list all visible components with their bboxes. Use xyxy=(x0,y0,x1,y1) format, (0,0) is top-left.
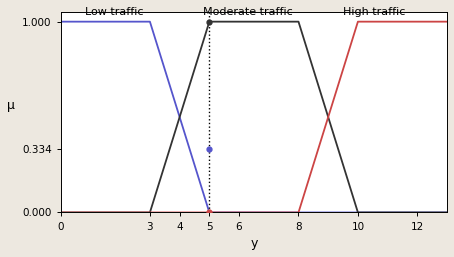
Text: Moderate traffic: Moderate traffic xyxy=(203,7,293,17)
Text: Low traffic: Low traffic xyxy=(84,7,143,17)
Text: High traffic: High traffic xyxy=(343,7,405,17)
X-axis label: y: y xyxy=(250,237,257,250)
Y-axis label: μ: μ xyxy=(7,99,15,112)
